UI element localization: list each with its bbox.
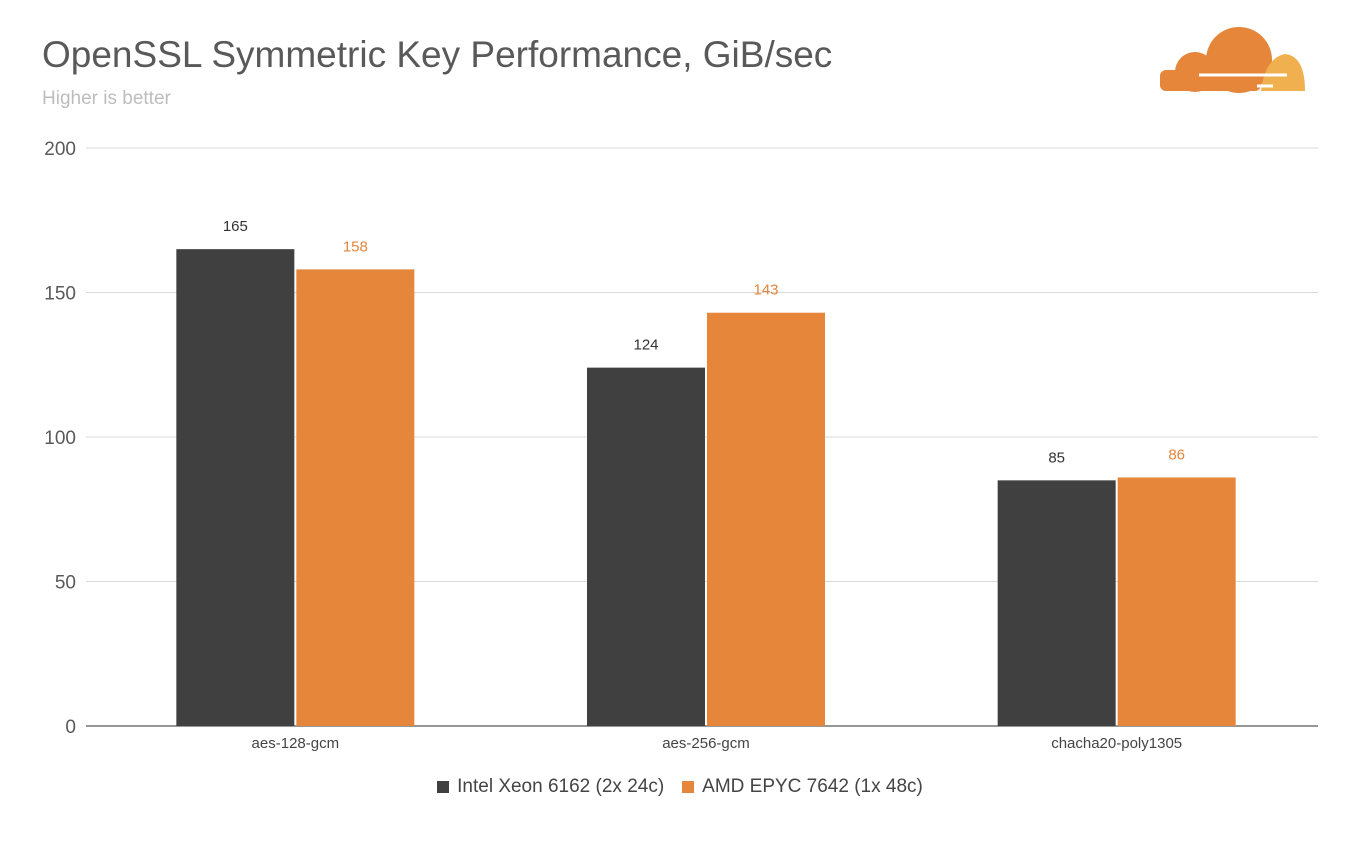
legend-item-amd: AMD EPYC 7642 (1x 48c) [682,776,923,798]
cloudflare-logo-icon [1160,27,1305,93]
data-label: 165 [223,218,248,235]
data-label: 86 [1168,446,1185,463]
legend-label-amd: AMD EPYC 7642 (1x 48c) [702,776,923,797]
y-tick-label: 150 [44,284,76,305]
bar-intel [997,480,1116,726]
x-tick-label: aes-256-gcm [662,735,750,752]
bar-amd [296,269,415,726]
chart-subtitle: Higher is better [42,88,171,109]
data-label: 143 [753,282,778,299]
bar-amd [1117,477,1236,726]
y-tick-label: 200 [44,139,76,160]
x-tick-label: chacha20-poly1305 [1051,735,1182,752]
y-tick-label: 100 [44,428,76,449]
chart-title: OpenSSL Symmetric Key Performance, GiB/s… [42,34,833,75]
legend-swatch-amd [682,781,695,793]
legend-item-intel: Intel Xeon 6162 (2x 24c) [437,776,664,798]
data-label: 158 [343,238,368,255]
bar-intel [176,249,295,726]
y-tick-label: 0 [65,717,76,738]
legend-swatch-intel [437,781,450,793]
x-tick-label: aes-128-gcm [252,735,340,752]
chart-legend: Intel Xeon 6162 (2x 24c) AMD EPYC 7642 (… [0,776,1360,798]
y-tick-label: 50 [55,573,76,594]
data-label: 124 [633,337,658,354]
bar-intel [587,367,705,726]
data-label: 85 [1048,449,1065,466]
legend-label-intel: Intel Xeon 6162 (2x 24c) [457,776,665,797]
bar-amd [707,312,825,726]
